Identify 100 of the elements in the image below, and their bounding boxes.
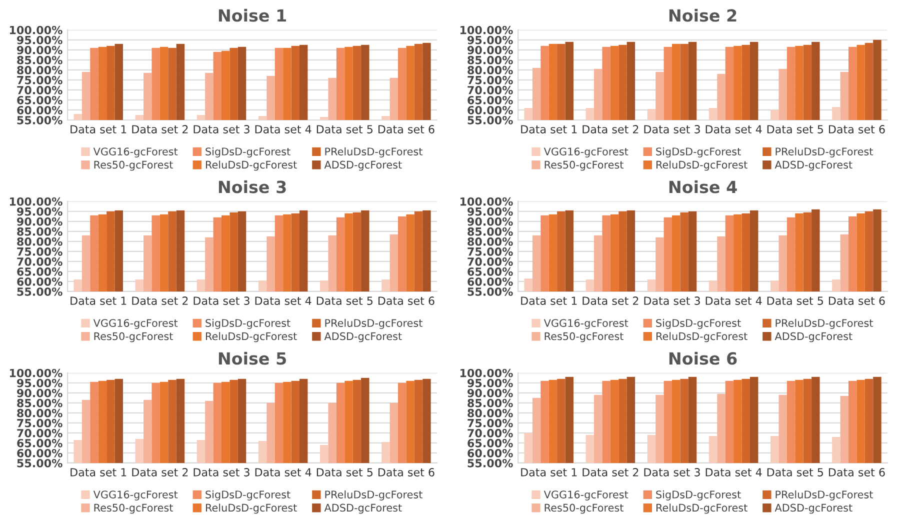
x-tick-label: Data set 2 — [582, 125, 638, 134]
y-tick-label: 75.00% — [468, 76, 513, 84]
y-tick-label: 95.00% — [468, 36, 513, 44]
y-tick-label: 100.00% — [460, 197, 513, 206]
y-tick-label: 95.00% — [17, 378, 62, 388]
legend-label: PReluDsD-gcForest — [325, 490, 422, 500]
y-tick-label: 80.00% — [468, 408, 513, 418]
y-tick-label: 85.00% — [468, 56, 513, 64]
y-tick-label: 80.00% — [17, 66, 62, 74]
x-tick-label: Data set 2 — [132, 296, 188, 305]
y-tick-label: 100.00% — [10, 26, 62, 34]
y-tick-label: 65.00% — [468, 267, 513, 276]
legend-label: PReluDsD-gcForest — [776, 490, 873, 500]
y-tick-label: 55.00% — [17, 287, 62, 296]
x-tick-label: Data set 2 — [132, 125, 188, 134]
y-tick-label: 55.00% — [468, 458, 513, 468]
y-tick-label: 70.00% — [17, 86, 62, 94]
x-tick-label: Data set 6 — [378, 468, 434, 476]
legend-label: VGG16-gcForest — [93, 319, 178, 329]
legend-label: PReluDsD-gcForest — [776, 318, 873, 329]
y-tick-label: 100.00% — [10, 197, 62, 206]
y-tick-label: 60.00% — [468, 106, 513, 114]
y-tick-label: 90.00% — [17, 46, 62, 54]
legend-label: ADSD-gcForest — [774, 160, 852, 171]
legend-label: PReluDsD-gcForest — [325, 147, 422, 158]
legend-label: Res50-gcForest — [94, 332, 173, 342]
y-tick-label: 80.00% — [468, 66, 513, 74]
y-tick-label: 80.00% — [468, 237, 513, 246]
y-tick-label: 55.00% — [17, 458, 62, 468]
x-tick-label: Data set 5 — [316, 296, 372, 305]
x-tick-label: Data set 1 — [70, 296, 126, 305]
y-tick-label: 60.00% — [468, 448, 513, 458]
x-tick-label: Data set 4 — [706, 296, 762, 305]
legend-label: ADSD-gcForest — [324, 160, 402, 171]
chart-title: Noise 1 — [218, 8, 286, 22]
x-tick-label: Data set 4 — [255, 468, 312, 476]
y-tick-label: 60.00% — [17, 448, 62, 458]
y-tick-label: 65.00% — [17, 267, 62, 276]
legend-label: ADSD-gcForest — [324, 504, 402, 514]
y-tick-label: 55.00% — [17, 116, 62, 124]
legend-label: ReluDsD-gcForest — [656, 332, 748, 342]
y-tick-label: 55.00% — [468, 287, 513, 296]
y-tick-label: 75.00% — [17, 418, 62, 428]
legend-label: SigDsD-gcForest — [656, 490, 741, 500]
x-tick-label: Data set 2 — [582, 468, 638, 476]
x-tick-label: Data set 4 — [255, 125, 312, 134]
y-tick-label: 75.00% — [468, 247, 513, 256]
legend-label: Res50-gcForest — [94, 160, 173, 171]
x-tick-label: Data set 3 — [194, 468, 250, 476]
x-tick-label: Data set 3 — [644, 125, 700, 134]
y-tick-label: 60.00% — [468, 277, 513, 286]
y-tick-label: 60.00% — [17, 106, 62, 114]
chart-title: Noise 4 — [669, 180, 737, 194]
y-tick-label: 100.00% — [460, 26, 513, 34]
y-tick-label: 75.00% — [17, 76, 62, 84]
chart-title: Noise 6 — [669, 352, 737, 365]
legend-label: SigDsD-gcForest — [206, 490, 290, 500]
legend-label: SigDsD-gcForest — [656, 318, 741, 329]
y-tick-label: 70.00% — [17, 257, 62, 266]
legend-label: VGG16-gcForest — [544, 490, 628, 500]
x-tick-label: Data set 1 — [70, 125, 126, 134]
x-tick-label: Data set 2 — [132, 468, 188, 476]
x-tick-label: Data set 5 — [316, 125, 372, 134]
y-tick-label: 70.00% — [468, 257, 513, 266]
x-tick-label: Data set 6 — [378, 125, 434, 134]
legend-label: ReluDsD-gcForest — [206, 504, 297, 514]
y-tick-label: 85.00% — [17, 398, 62, 408]
legend-label: ReluDsD-gcForest — [206, 160, 297, 171]
y-tick-label: 80.00% — [17, 408, 62, 418]
chart-title: Noise 5 — [218, 352, 286, 365]
y-tick-label: 85.00% — [468, 227, 513, 236]
y-tick-label: 95.00% — [17, 36, 62, 44]
y-tick-label: 95.00% — [17, 207, 62, 216]
chart-title: Noise 3 — [218, 180, 286, 194]
x-tick-label: Data set 1 — [521, 468, 577, 476]
legend-label: Res50-gcForest — [544, 504, 624, 514]
y-tick-label: 100.00% — [460, 368, 513, 378]
x-tick-label: Data set 4 — [255, 296, 312, 305]
y-tick-label: 65.00% — [468, 438, 513, 448]
legend-label: Res50-gcForest — [544, 160, 624, 171]
legend-label: ReluDsD-gcForest — [206, 332, 297, 342]
legend-label: ReluDsD-gcForest — [656, 504, 748, 514]
y-tick-label: 85.00% — [468, 398, 513, 408]
y-tick-label: 95.00% — [468, 207, 513, 216]
y-tick-label: 55.00% — [468, 116, 513, 124]
x-tick-label: Data set 3 — [644, 296, 700, 305]
legend-label: ADSD-gcForest — [774, 332, 852, 342]
y-tick-label: 90.00% — [17, 388, 62, 398]
legend-label: PReluDsD-gcForest — [325, 318, 422, 329]
y-tick-label: 90.00% — [468, 388, 513, 398]
y-tick-label: 95.00% — [468, 378, 513, 388]
x-tick-label: Data set 5 — [767, 468, 823, 476]
x-tick-label: Data set 6 — [828, 468, 885, 476]
legend-label: VGG16-gcForest — [544, 319, 628, 329]
legend-label: SigDsD-gcForest — [656, 147, 741, 158]
y-tick-label: 85.00% — [17, 56, 62, 64]
y-tick-label: 65.00% — [17, 96, 62, 104]
legend-label: SigDsD-gcForest — [206, 318, 290, 329]
legend-label: ADSD-gcForest — [774, 504, 852, 514]
legend-label: SigDsD-gcForest — [206, 147, 290, 158]
